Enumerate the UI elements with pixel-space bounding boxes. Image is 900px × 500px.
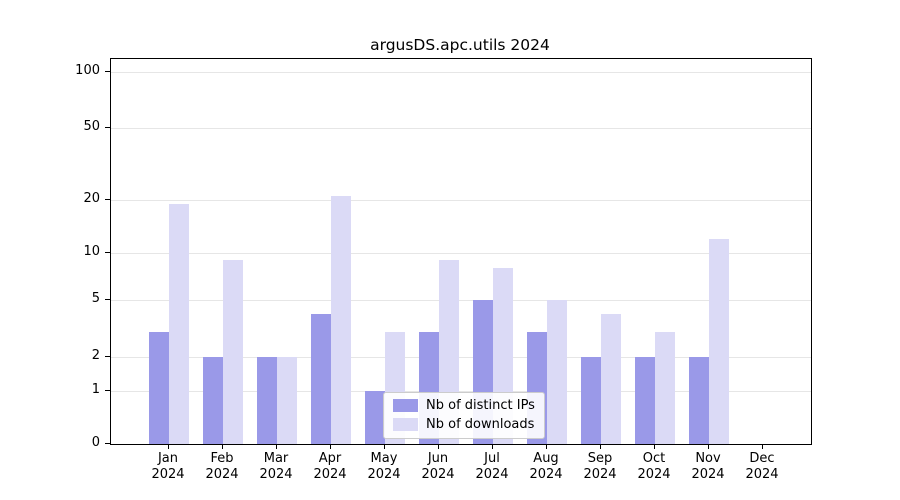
y-tick-mark-0 (105, 443, 110, 444)
bar-downloads-apr (331, 196, 351, 444)
grid-line-50 (111, 128, 811, 129)
grid-line-100 (111, 72, 811, 73)
bar-distinct-ips-may (365, 391, 385, 444)
y-tick-mark-2 (105, 356, 110, 357)
x-tick-mark-jun (438, 444, 439, 449)
x-tick-label-jun: Jun 2024 (421, 451, 455, 482)
bar-distinct-ips-nov (689, 357, 709, 444)
grid-line-20 (111, 200, 811, 201)
y-tick-mark-50 (105, 127, 110, 128)
x-tick-mark-jan (168, 444, 169, 449)
x-tick-mark-sep (600, 444, 601, 449)
bar-distinct-ips-sep (581, 357, 601, 444)
bar-downloads-mar (277, 357, 297, 444)
plot-area: Nb of distinct IPs Nb of downloads (110, 58, 812, 445)
grid-line-2 (111, 357, 811, 358)
x-tick-mark-jul (492, 444, 493, 449)
y-tick-label-100: 100 (75, 63, 100, 78)
x-tick-mark-oct (654, 444, 655, 449)
y-tick-label-1: 1 (91, 382, 100, 397)
x-tick-label-may: May 2024 (367, 451, 401, 482)
x-tick-label-sep: Sep 2024 (583, 451, 617, 482)
y-tick-mark-100 (105, 71, 110, 72)
bar-distinct-ips-mar (257, 357, 277, 444)
legend-item-distinct-ips: Nb of distinct IPs (393, 398, 535, 413)
legend: Nb of distinct IPs Nb of downloads (383, 392, 545, 439)
bar-downloads-jan (169, 203, 189, 444)
bar-downloads-nov (709, 239, 729, 444)
bar-distinct-ips-jan (149, 331, 169, 444)
x-tick-label-feb: Feb 2024 (205, 451, 239, 482)
grid-line-10 (111, 253, 811, 254)
x-tick-label-apr: Apr 2024 (313, 451, 347, 482)
y-tick-label-0: 0 (91, 435, 100, 450)
y-tick-mark-1 (105, 390, 110, 391)
bar-distinct-ips-oct (635, 357, 655, 444)
x-tick-mark-may (384, 444, 385, 449)
legend-label-distinct-ips: Nb of distinct IPs (426, 398, 535, 413)
x-tick-label-jan: Jan 2024 (151, 451, 185, 482)
chart-title: argusDS.apc.utils 2024 (370, 36, 550, 54)
y-tick-label-2: 2 (91, 348, 100, 363)
grid-line-5 (111, 300, 811, 301)
x-tick-label-jul: Jul 2024 (475, 451, 509, 482)
legend-label-downloads: Nb of downloads (426, 417, 535, 432)
y-tick-mark-5 (105, 299, 110, 300)
x-tick-label-aug: Aug 2024 (529, 451, 563, 482)
x-tick-mark-nov (708, 444, 709, 449)
y-tick-mark-20 (105, 199, 110, 200)
bar-downloads-feb (223, 260, 243, 444)
legend-item-downloads: Nb of downloads (393, 417, 535, 432)
x-tick-label-oct: Oct 2024 (637, 451, 671, 482)
y-tick-label-50: 50 (83, 119, 100, 134)
x-tick-mark-dec (762, 444, 763, 449)
x-tick-mark-feb (222, 444, 223, 449)
legend-swatch-downloads (393, 418, 418, 431)
bar-downloads-sep (601, 313, 621, 444)
x-tick-mark-apr (330, 444, 331, 449)
x-tick-label-dec: Dec 2024 (745, 451, 779, 482)
x-tick-label-nov: Nov 2024 (691, 451, 725, 482)
legend-swatch-distinct-ips (393, 399, 418, 412)
bar-distinct-ips-apr (311, 313, 331, 444)
y-tick-label-20: 20 (83, 191, 100, 206)
grid-line-1 (111, 391, 811, 392)
x-tick-label-mar: Mar 2024 (259, 451, 293, 482)
bar-downloads-aug (547, 300, 567, 444)
y-tick-mark-10 (105, 252, 110, 253)
bar-distinct-ips-feb (203, 357, 223, 444)
bar-downloads-oct (655, 331, 675, 444)
x-tick-mark-mar (276, 444, 277, 449)
x-tick-mark-aug (546, 444, 547, 449)
y-tick-label-5: 5 (91, 291, 100, 306)
y-tick-label-10: 10 (83, 244, 100, 259)
